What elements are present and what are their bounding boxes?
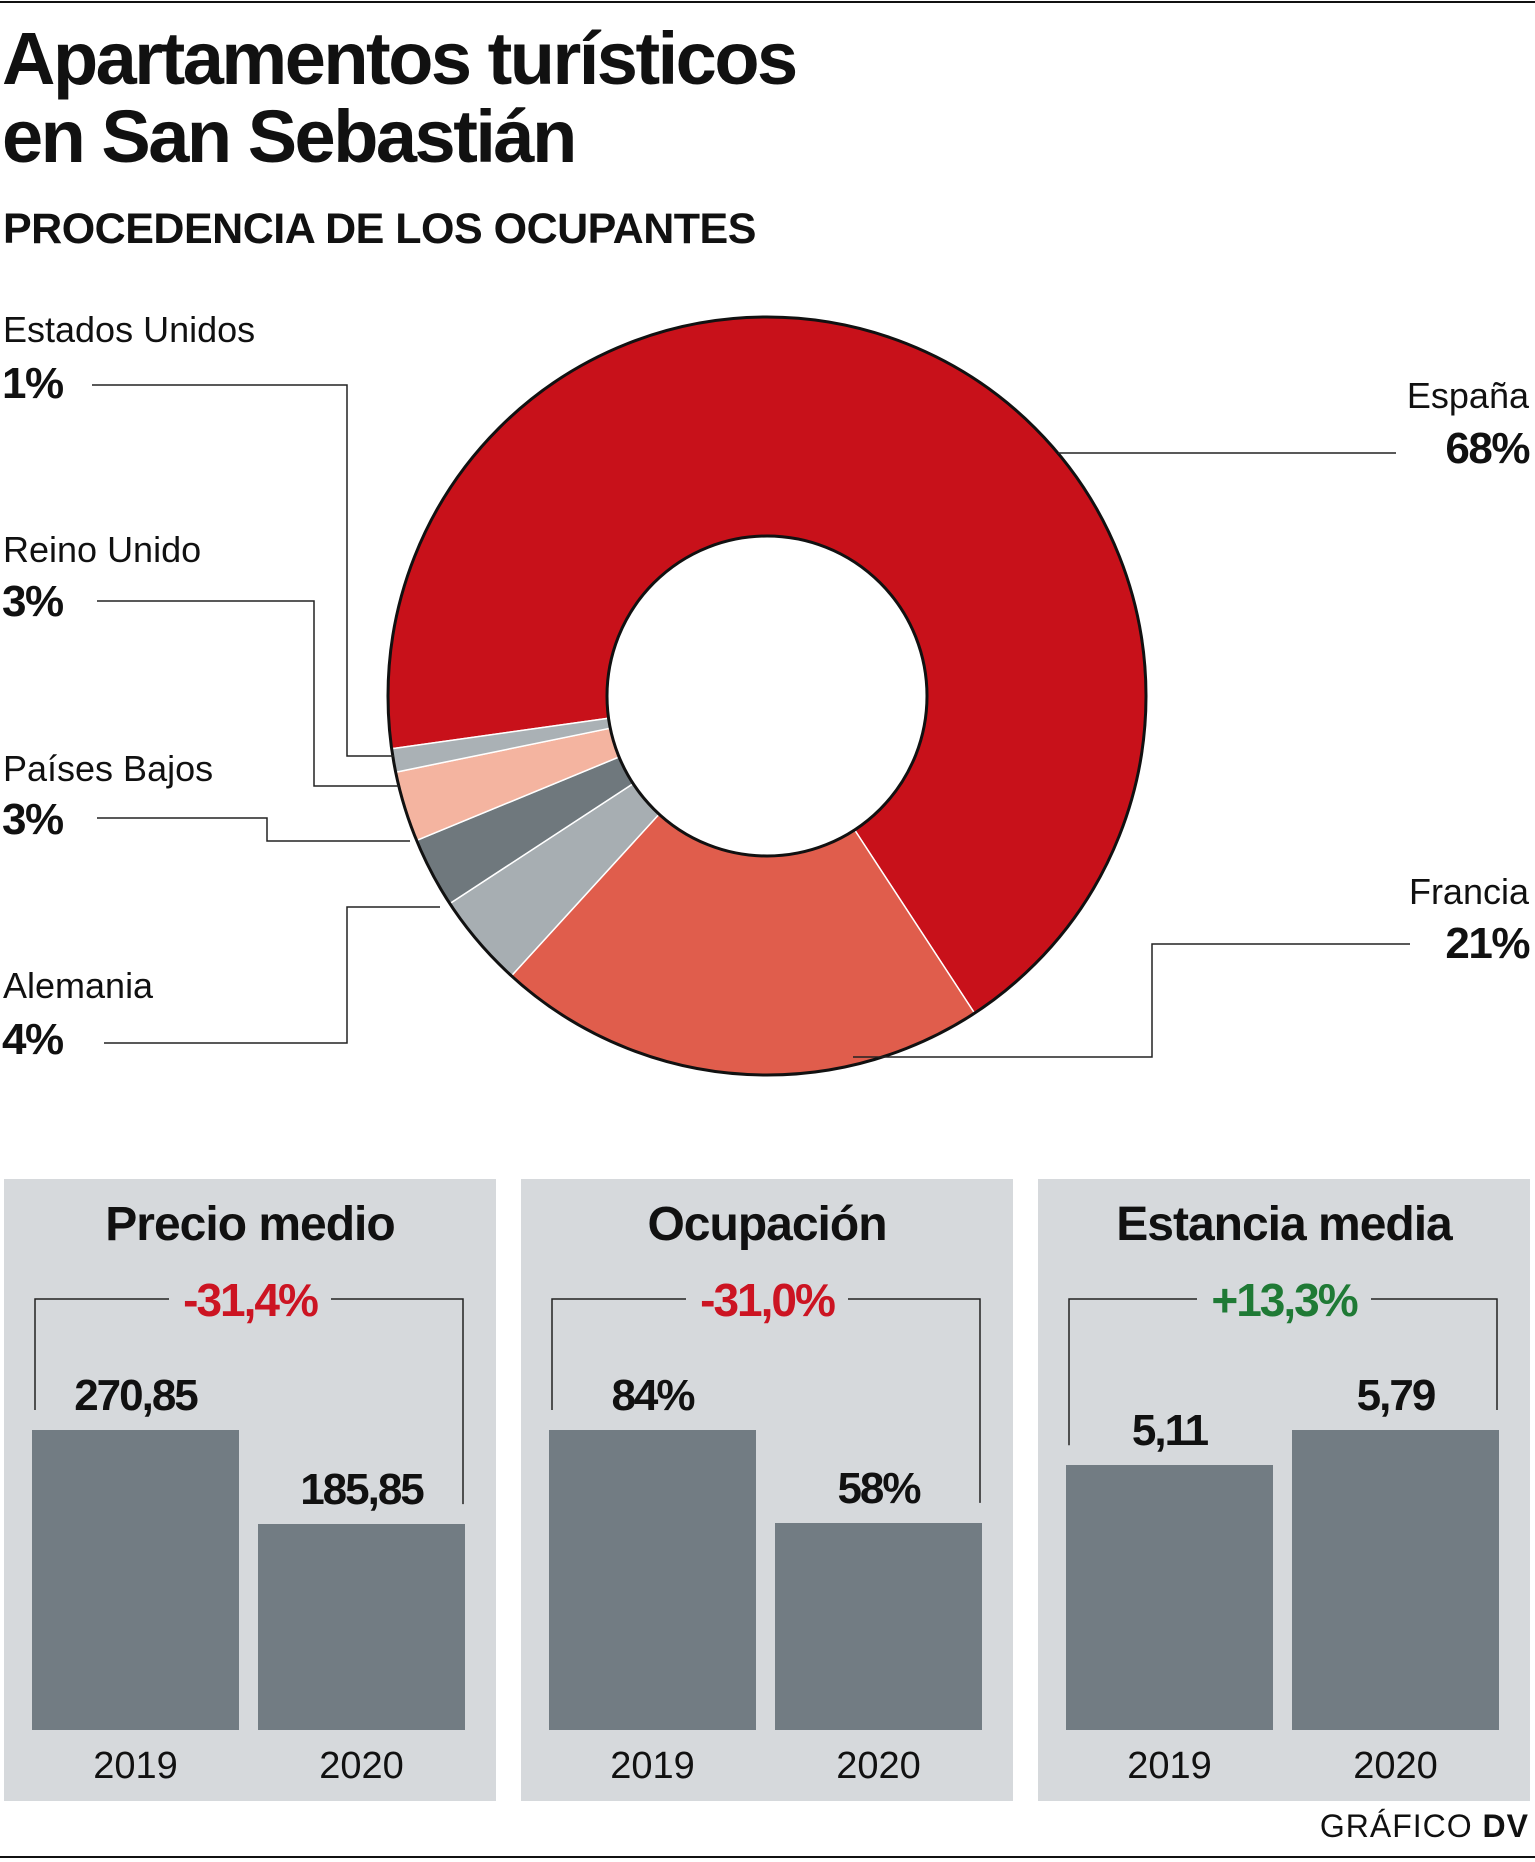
label-paises-bajos: Países Bajos — [3, 748, 214, 789]
credit: GRÁFICO DV — [1320, 1810, 1529, 1842]
panel-title: Estancia media — [1116, 1198, 1453, 1251]
year-label-2019: 2019 — [610, 1745, 695, 1787]
label-francia: Francia — [1408, 871, 1529, 912]
panel-title: Ocupación — [647, 1198, 887, 1251]
leader-paises-bajos — [97, 817, 410, 842]
bar-2020 — [1292, 1430, 1499, 1730]
bar-label-2020: 5,79 — [1356, 1371, 1437, 1420]
panel-estancia-media: Estancia media +13,3% 5,11 5,79 2019 202… — [1038, 1179, 1530, 1801]
title-line-1: Apartamentos turísticos — [2, 17, 798, 100]
label-reino-unido: Reino Unido — [3, 529, 202, 570]
credit-text: GRÁFICO — [1319, 1808, 1473, 1844]
donut-outer-outline — [386, 315, 1148, 1077]
bar-2019 — [32, 1430, 239, 1730]
leader-alemania — [104, 906, 440, 1044]
title-line-2: en San Sebastián — [2, 95, 577, 178]
top-rule — [0, 1, 1535, 3]
bottom-rule — [0, 1856, 1535, 1858]
bar-label-2020: 58% — [837, 1463, 921, 1513]
leader-francia — [853, 943, 1410, 1058]
year-label-2019: 2019 — [93, 1745, 178, 1787]
value-espana: 68% — [1445, 424, 1530, 473]
credit-brand: DV — [1482, 1808, 1529, 1844]
value-estados-unidos: 1% — [2, 359, 64, 408]
label-estados-unidos: Estados Unidos — [3, 309, 256, 350]
panel-change: -31,0% — [521, 1274, 1013, 1326]
change-value: -31,0% — [686, 1274, 848, 1326]
label-espana: España — [1406, 375, 1529, 416]
panel-change: +13,3% — [1038, 1274, 1530, 1326]
bar-2020 — [775, 1522, 982, 1730]
year-label-2020: 2020 — [836, 1745, 921, 1787]
label-alemania: Alemania — [3, 965, 154, 1006]
subtitle: PROCEDENCIA DE LOS OCUPANTES — [3, 205, 756, 253]
bar-label-2020: 185,85 — [300, 1465, 425, 1515]
value-paises-bajos: 3% — [2, 795, 64, 844]
leader-reino-unido — [97, 600, 399, 787]
bar-2020 — [258, 1524, 465, 1730]
bar-label-2019: 84% — [611, 1371, 695, 1420]
value-reino-unido: 3% — [2, 577, 64, 626]
bar-label-2019: 270,85 — [74, 1371, 199, 1420]
year-label-2019: 2019 — [1127, 1745, 1212, 1787]
bar-2019 — [1066, 1465, 1273, 1730]
year-label-2020: 2020 — [1353, 1745, 1438, 1787]
panel-change: -31,4% — [4, 1274, 496, 1326]
value-alemania: 4% — [2, 1015, 64, 1064]
donut-inner-outline — [605, 534, 929, 858]
panel-ocupacion: Ocupación -31,0% 84% 58% 2019 2020 — [521, 1179, 1013, 1801]
change-value: -31,4% — [169, 1274, 331, 1326]
donut-chart — [92, 315, 1410, 1077]
leader-estados-unidos — [92, 384, 394, 757]
panel-precio-medio: Precio medio -31,4% 270,85 185,85 2019 2… — [4, 1179, 496, 1801]
value-francia: 21% — [1445, 919, 1530, 968]
change-value: +13,3% — [1197, 1274, 1371, 1326]
panel-title: Precio medio — [105, 1198, 395, 1251]
bar-2019 — [549, 1430, 756, 1730]
year-label-2020: 2020 — [319, 1745, 404, 1787]
bar-label-2019: 5,11 — [1131, 1406, 1209, 1456]
